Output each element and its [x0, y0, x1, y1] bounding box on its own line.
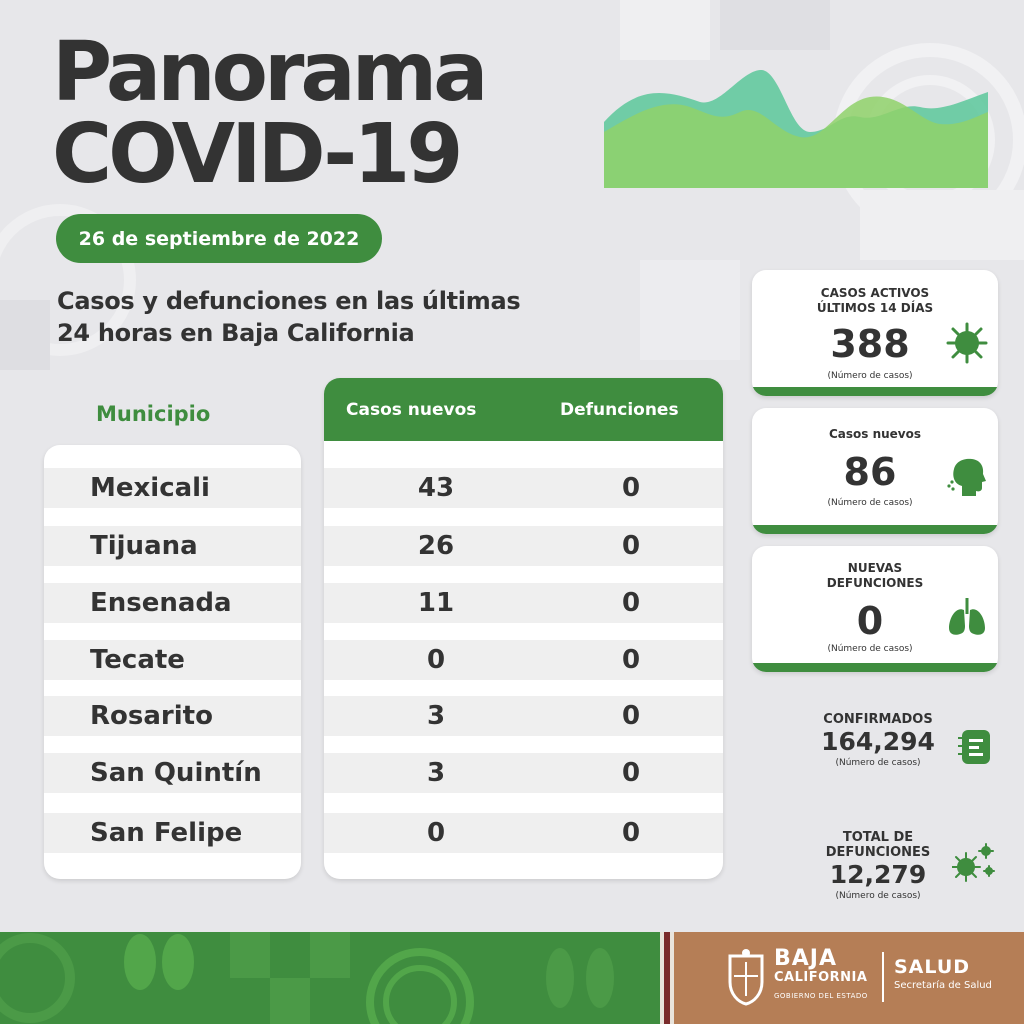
card-accent-bar [752, 663, 998, 672]
footer: BAJA CALIFORNIA GOBIERNO DEL ESTADO SALU… [0, 932, 1024, 1024]
data-header: Casos nuevos Defunciones [324, 378, 723, 441]
municipio-name: Ensenada [90, 588, 232, 618]
table-row: 43 0 [324, 468, 723, 508]
subtitle-line-1: Casos y defunciones en las últimas [57, 287, 521, 315]
total-deaths-label: TOTAL DE DEFUNCIONES [825, 830, 931, 860]
deaths-value: 0 [621, 818, 641, 848]
cases-value: 11 [417, 588, 455, 618]
table-row: Tecate [44, 640, 301, 680]
confirmed-stat: CONFIRMADOS 164,294 (Número de casos) [800, 712, 956, 769]
table-row: 3 0 [324, 696, 723, 736]
deaths-value: 0 [621, 701, 641, 731]
municipio-header: Municipio [96, 402, 211, 426]
municipio-name: Tijuana [90, 531, 198, 561]
footer-stripe [660, 932, 664, 1024]
page-title: Panorama COVID-19 [52, 32, 592, 196]
cases-value: 3 [426, 758, 446, 788]
virus-cluster-icon [952, 843, 995, 882]
active-cases-label: CASOS ACTIVOS ÚLTIMOS 14 DÍAS [816, 286, 934, 315]
brand-line-1: BAJA [774, 946, 838, 971]
cases-value: 26 [417, 531, 455, 561]
confirmed-sub: (Número de casos) [835, 758, 921, 768]
footer-pattern [0, 932, 660, 1024]
list-icon [958, 730, 990, 764]
state-seal-icon [728, 949, 764, 1006]
table-row: 0 0 [324, 813, 723, 853]
coughing-head-icon [947, 458, 986, 496]
deaths-header: Defunciones [560, 400, 679, 420]
brand-divider [882, 952, 884, 1002]
table-row: San Felipe [44, 813, 301, 853]
data-card: Casos nuevos Defunciones 43 0 26 0 11 0 … [324, 378, 723, 879]
municipio-name: Tecate [90, 645, 185, 675]
total-deaths-stat: TOTAL DE DEFUNCIONES 12,279 (Número de c… [800, 830, 956, 902]
table-row: San Quintín [44, 753, 301, 793]
table-row: Tijuana [44, 526, 301, 566]
active-cases-value: 388 [830, 322, 910, 366]
table-row: Ensenada [44, 583, 301, 623]
deaths-value: 0 [621, 531, 641, 561]
dept-sub: Secretaría de Salud [894, 980, 992, 991]
new-cases-label: Casos nuevos [828, 427, 922, 441]
card-accent-bar [752, 387, 998, 396]
lungs-icon [949, 598, 985, 635]
footer-stripe [670, 932, 674, 1024]
footer-stripe [664, 932, 670, 1024]
cases-value: 0 [426, 818, 446, 848]
new-cases-sub: (Número de casos) [827, 498, 913, 508]
cases-value: 3 [426, 701, 446, 731]
brand-line-2: CALIFORNIA [774, 970, 868, 985]
cases-value: 0 [426, 645, 446, 675]
new-deaths-value: 0 [856, 599, 884, 643]
card-accent-bar [752, 525, 998, 534]
new-deaths-sub: (Número de casos) [827, 644, 913, 654]
table-row: 26 0 [324, 526, 723, 566]
title-line-2: COVID-19 [52, 107, 463, 202]
deaths-value: 0 [621, 645, 641, 675]
title-line-1: Panorama [52, 25, 489, 120]
total-deaths-sub: (Número de casos) [835, 891, 921, 901]
date-badge: 26 de septiembre de 2022 [56, 214, 382, 263]
confirmed-value: 164,294 [821, 727, 935, 756]
virus-icon [946, 322, 988, 364]
municipio-name: San Felipe [90, 818, 243, 848]
cases-header: Casos nuevos [346, 400, 477, 420]
new-cases-card: Casos nuevos 86 (Número de casos) [752, 408, 998, 534]
confirmed-label: CONFIRMADOS [823, 712, 933, 727]
deaths-value: 0 [621, 473, 641, 503]
municipio-name: Rosarito [90, 701, 213, 731]
active-cases-sub: (Número de casos) [827, 371, 913, 381]
table-row: 0 0 [324, 640, 723, 680]
brand-line-3: GOBIERNO DEL ESTADO [774, 992, 868, 1000]
dept-name: SALUD [894, 956, 971, 978]
subtitle: Casos y defunciones en las últimas 24 ho… [57, 285, 697, 349]
new-cases-value: 86 [843, 450, 897, 494]
municipio-card: Mexicali Tijuana Ensenada Tecate Rosarit… [44, 445, 301, 879]
table-row: Rosarito [44, 696, 301, 736]
new-deaths-label: NUEVAS DEFUNCIONES [826, 561, 924, 590]
subtitle-line-2: 24 horas en Baja California [57, 319, 415, 347]
wave-graphic [604, 69, 988, 188]
municipio-name: San Quintín [90, 758, 262, 788]
footer-brand-area: BAJA CALIFORNIA GOBIERNO DEL ESTADO SALU… [674, 932, 1024, 1024]
municipio-name: Mexicali [90, 473, 210, 503]
table-row: Mexicali [44, 468, 301, 508]
new-deaths-card: NUEVAS DEFUNCIONES 0 (Número de casos) [752, 546, 998, 672]
deaths-value: 0 [621, 758, 641, 788]
total-deaths-value: 12,279 [829, 860, 927, 889]
table-row: 3 0 [324, 753, 723, 793]
active-cases-card: CASOS ACTIVOS ÚLTIMOS 14 DÍAS 388 (Númer… [752, 270, 998, 396]
deaths-value: 0 [621, 588, 641, 618]
table-row: 11 0 [324, 583, 723, 623]
cases-value: 43 [417, 473, 455, 503]
